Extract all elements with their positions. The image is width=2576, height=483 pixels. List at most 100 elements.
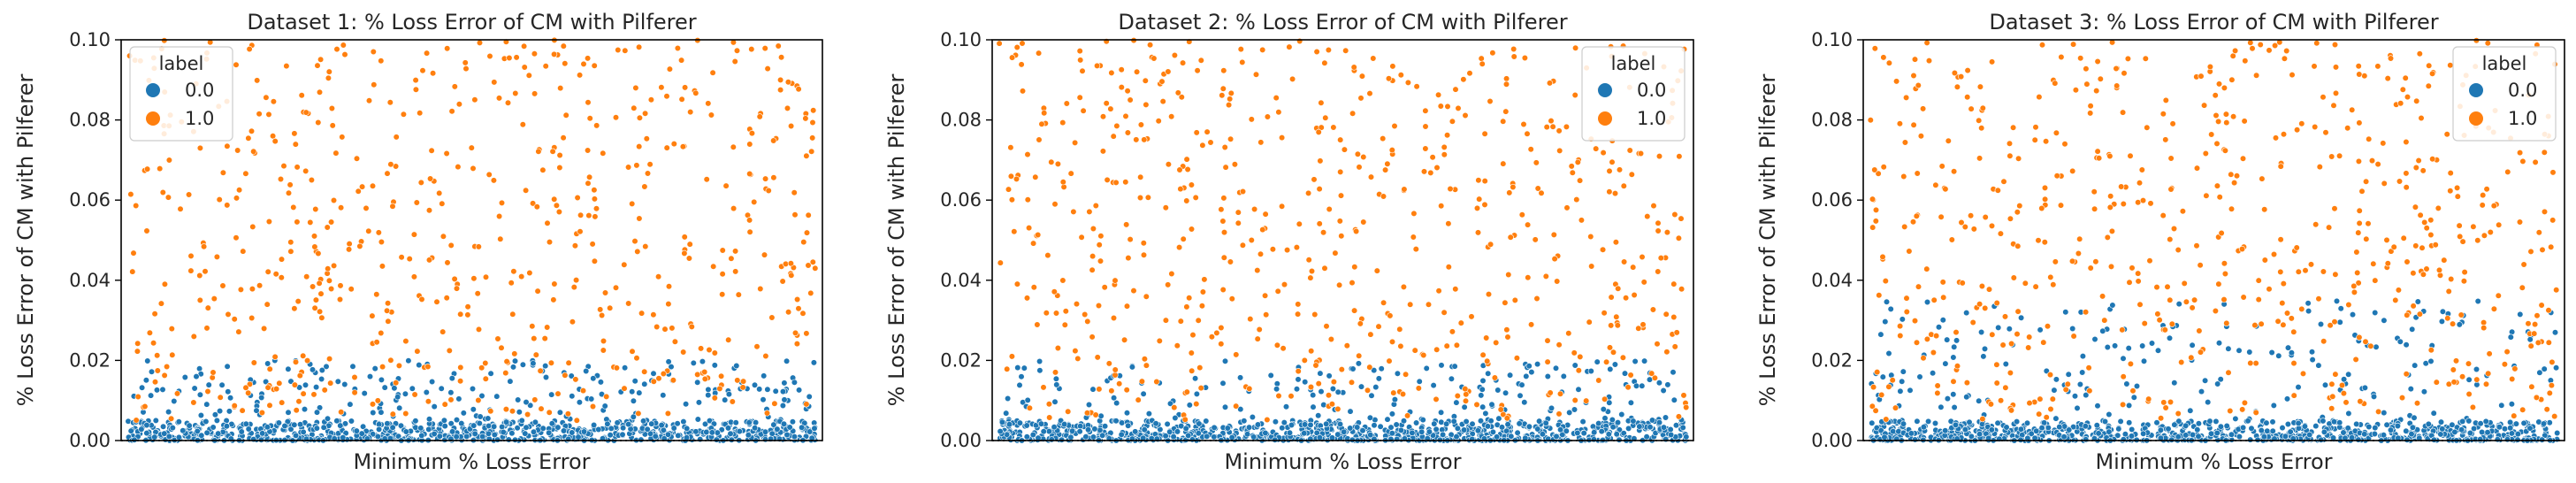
data-point: [1624, 384, 1632, 391]
data-point: [2514, 431, 2521, 438]
data-point: [1275, 109, 1282, 116]
data-point: [577, 211, 585, 218]
data-point: [1245, 424, 1253, 431]
data-point: [1614, 322, 1621, 329]
data-point: [2108, 227, 2115, 235]
data-point: [1882, 318, 1889, 326]
data-point: [2167, 186, 2175, 193]
data-point: [2195, 420, 2202, 427]
data-point: [1315, 380, 1322, 387]
data-point: [2094, 58, 2101, 65]
data-point: [384, 170, 391, 177]
data-point: [2129, 426, 2136, 433]
data-point: [275, 419, 283, 426]
data-point: [2052, 376, 2060, 383]
data-point: [2549, 169, 2557, 176]
data-point: [329, 122, 336, 129]
data-point: [314, 62, 321, 69]
data-point: [396, 404, 403, 411]
data-point: [451, 83, 458, 90]
data-point: [1963, 310, 1970, 317]
data-point: [1319, 229, 1327, 236]
data-point: [1422, 145, 1429, 152]
data-point: [1510, 45, 1517, 53]
data-point: [134, 340, 141, 347]
data-point: [1077, 57, 1084, 64]
data-point: [1138, 378, 1145, 385]
data-point: [2328, 405, 2335, 412]
data-point: [1671, 211, 1678, 218]
data-point: [660, 370, 667, 378]
data-point: [1137, 173, 1144, 180]
data-point: [316, 280, 323, 287]
data-point: [2320, 418, 2327, 425]
data-point: [1060, 421, 1068, 428]
data-point: [2370, 260, 2377, 267]
data-point: [1394, 370, 1401, 377]
data-point: [583, 367, 590, 375]
data-point: [413, 199, 420, 206]
data-point: [138, 426, 145, 433]
data-point: [1413, 83, 1420, 90]
data-point: [414, 348, 421, 355]
data-point: [1136, 194, 1144, 202]
data-point: [1872, 206, 1880, 213]
data-point: [1556, 410, 1563, 418]
data-point: [1966, 418, 1973, 426]
y-tick-label: 0.06: [940, 189, 982, 211]
data-point: [1082, 433, 1089, 441]
data-point: [1883, 298, 1891, 305]
data-point: [1586, 318, 1593, 326]
data-point: [2091, 335, 2098, 343]
data-point: [2003, 424, 2010, 431]
axes-frame: [991, 39, 1694, 441]
data-point: [1391, 122, 1398, 130]
data-point: [542, 363, 549, 370]
data-point: [756, 113, 763, 120]
data-point: [624, 164, 632, 171]
data-point: [2014, 209, 2021, 216]
data-point: [330, 196, 338, 204]
data-point: [1018, 61, 1025, 68]
data-point: [175, 433, 182, 441]
data-point: [679, 143, 687, 150]
data-point: [2246, 349, 2253, 356]
data-point: [575, 433, 582, 441]
data-point: [249, 223, 256, 230]
data-point: [378, 58, 385, 65]
data-point: [213, 253, 220, 261]
data-point: [1675, 234, 1682, 242]
data-point: [1616, 166, 1624, 173]
data-point: [1982, 213, 1989, 221]
data-point: [1663, 349, 1670, 356]
data-point: [287, 426, 294, 433]
data-point: [1312, 362, 1319, 369]
data-point: [2052, 129, 2060, 136]
data-point: [1381, 166, 1389, 173]
data-point: [2536, 369, 2543, 376]
data-point: [2041, 239, 2048, 246]
data-point: [1164, 420, 1171, 428]
data-point: [1934, 389, 1941, 397]
data-point: [1356, 164, 1363, 171]
data-point: [447, 420, 455, 427]
data-point: [1892, 404, 1900, 411]
data-point: [1366, 89, 1373, 97]
data-point: [1008, 353, 1015, 360]
data-point: [219, 169, 226, 176]
y-tick-label: 0.04: [940, 270, 982, 291]
data-point: [1961, 223, 1968, 231]
data-point: [2053, 172, 2060, 180]
data-point: [757, 285, 764, 293]
data-point: [1133, 68, 1141, 75]
data-point: [1504, 421, 1511, 428]
data-point: [440, 328, 447, 335]
data-point: [791, 189, 798, 196]
data-point: [572, 277, 580, 284]
data-point: [440, 417, 448, 424]
data-point: [809, 119, 816, 126]
data-point: [784, 431, 791, 439]
data-point: [2215, 118, 2222, 125]
data-point: [341, 50, 348, 58]
